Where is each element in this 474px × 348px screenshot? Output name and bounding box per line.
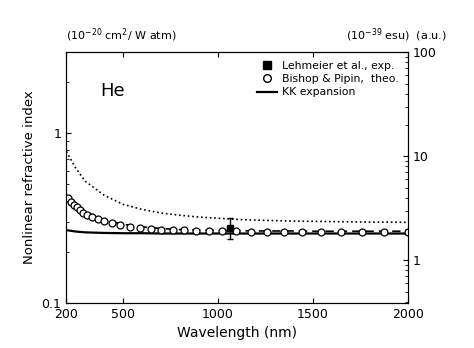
Y-axis label: Nonlinear refractive index: Nonlinear refractive index (23, 90, 36, 264)
Text: (10$^{-39}$ esu)  (a.u.): (10$^{-39}$ esu) (a.u.) (346, 26, 447, 44)
Text: He: He (100, 82, 125, 100)
X-axis label: Wavelength (nm): Wavelength (nm) (177, 326, 297, 340)
Text: (10$^{-20}$ cm$^2$/ W atm): (10$^{-20}$ cm$^2$/ W atm) (66, 26, 177, 44)
Legend: Lehmeier et al., exp., Bishop & Pipin,  theo., KK expansion: Lehmeier et al., exp., Bishop & Pipin, t… (254, 58, 402, 101)
